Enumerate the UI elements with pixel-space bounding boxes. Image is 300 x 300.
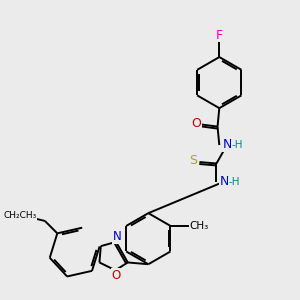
- Text: O: O: [192, 116, 202, 130]
- Text: N: N: [113, 230, 122, 243]
- Text: -H: -H: [231, 140, 243, 150]
- Text: S: S: [189, 154, 197, 167]
- Text: O: O: [112, 269, 121, 282]
- Text: CH₂CH₃: CH₂CH₃: [3, 211, 37, 220]
- Text: N: N: [222, 138, 232, 151]
- Text: -H: -H: [229, 177, 240, 187]
- Text: F: F: [216, 28, 223, 42]
- Text: N: N: [220, 175, 229, 188]
- Text: CH₃: CH₃: [189, 221, 208, 231]
